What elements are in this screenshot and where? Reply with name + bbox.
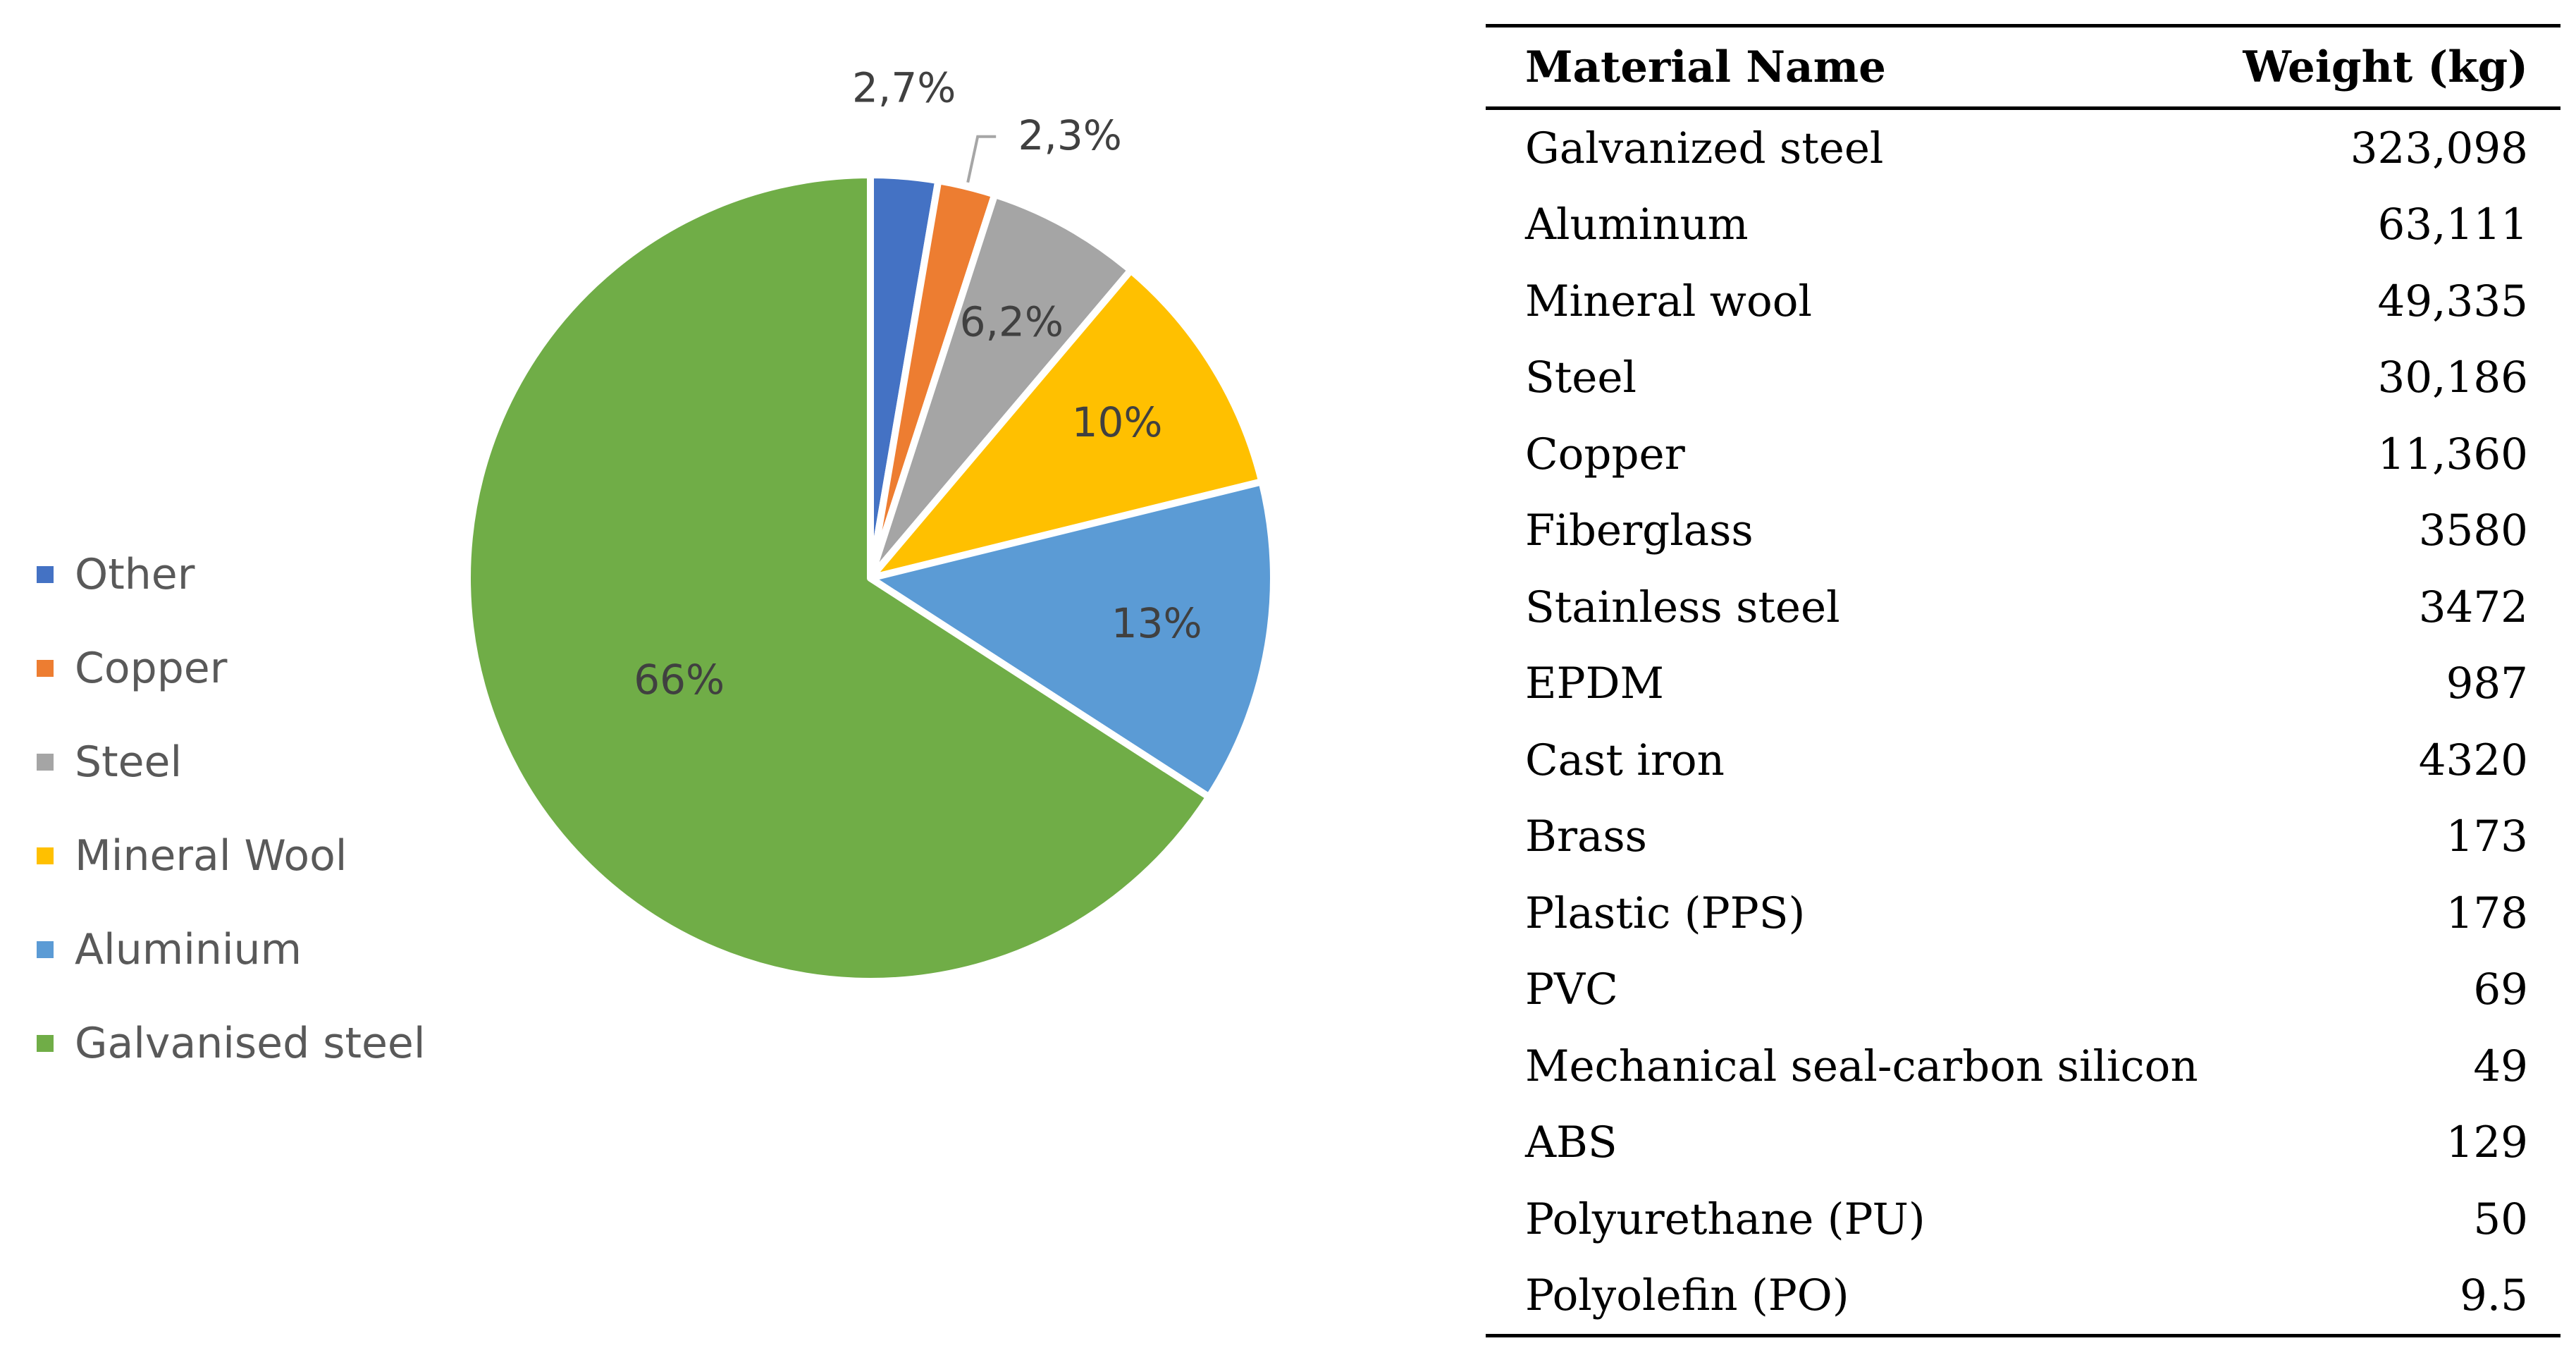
pie-slice-mineral-wool: [867, 266, 1266, 582]
table-row: Steel 30,186: [1486, 340, 2560, 417]
table-row: EPDM 987: [1486, 646, 2560, 723]
legend-swatch-steel: [37, 753, 54, 771]
legend-swatch-aluminium: [37, 940, 54, 958]
materials-table-container: Material Name Weight (kg) Galvanized ste…: [1486, 24, 2560, 1337]
data-label-copper: 2,3%: [1018, 111, 1122, 159]
pie-chart: 2,7% 2,3% 6,2% 10% 13% 66%: [464, 63, 1277, 985]
pie-slice-aluminium: [867, 478, 1277, 801]
material-name-cell: Brass: [1525, 811, 1647, 862]
material-weight-cell: 63,111: [2377, 200, 2528, 250]
legend-label-mineral-wool: Mineral Wool: [75, 831, 347, 881]
table-row: ABS 129: [1486, 1105, 2560, 1182]
data-label-mineral-wool: 10%: [1072, 398, 1163, 446]
legend-swatch-copper: [37, 659, 54, 677]
table-row: Mineral wool 49,335: [1486, 263, 2560, 340]
table-row: Mechanical seal-carbon silicon 49: [1486, 1028, 2560, 1105]
legend-item-other: Other: [37, 527, 426, 621]
header-weight: Weight (kg): [2229, 24, 2560, 110]
legend-item-steel: Steel: [37, 715, 426, 809]
material-weight-cell: 323,098: [2350, 123, 2528, 173]
legend-swatch-mineral-wool: [37, 847, 54, 864]
legend-swatch-galvanised-steel: [37, 1034, 54, 1052]
material-weight-cell: 4320: [2418, 735, 2528, 785]
material-weight-cell: 50: [2473, 1194, 2528, 1244]
material-weight-cell: 129: [2446, 1117, 2528, 1168]
material-name-cell: Aluminum: [1525, 200, 1749, 250]
table-row: Aluminum 63,111: [1486, 187, 2560, 264]
table-row: Plastic (PPS) 178: [1486, 875, 2560, 952]
material-name-cell: Steel: [1525, 353, 1637, 403]
table-row: Polyurethane (PU) 50: [1486, 1181, 2560, 1258]
legend-item-galvanised-steel: Galvanised steel: [37, 996, 426, 1090]
material-weight-cell: 30,186: [2377, 353, 2528, 403]
legend-label-aluminium: Aluminium: [75, 924, 302, 974]
material-name-cell: Polyolefin (PO): [1486, 1257, 2229, 1337]
chart-legend: Other Copper Steel Mineral Wool Aluminiu…: [37, 527, 426, 1090]
material-name-cell: Polyurethane (PU): [1525, 1194, 1925, 1244]
material-weight-cell: 49,335: [2377, 276, 2528, 326]
material-weight-cell: 49: [2473, 1041, 2528, 1091]
table-header-row: Material Name Weight (kg): [1486, 24, 2560, 110]
table-row: Galvanized steel 323,098: [1486, 109, 2560, 187]
data-label-galvanised-steel: 66%: [634, 656, 725, 704]
material-name-cell: PVC: [1525, 964, 1618, 1015]
leader-line-copper: [966, 135, 997, 183]
table-row: Fiberglass 3580: [1486, 493, 2560, 570]
material-name-cell: Fiberglass: [1525, 506, 1754, 556]
legend-item-mineral-wool: Mineral Wool: [37, 809, 426, 902]
material-weight-cell: 173: [2446, 811, 2528, 862]
table-row: Brass 173: [1486, 799, 2560, 876]
material-name-cell: Copper: [1525, 429, 1685, 479]
legend-label-copper: Copper: [75, 643, 228, 693]
data-label-aluminium: 13%: [1111, 599, 1202, 647]
header-material-name: Material Name: [1486, 24, 2229, 110]
material-weight-cell: 178: [2446, 888, 2528, 938]
material-name-cell: EPDM: [1525, 658, 1664, 709]
material-name-cell: Mechanical seal-carbon silicon: [1525, 1041, 2198, 1091]
material-weight-cell: 987: [2446, 658, 2528, 709]
material-weight-cell: 69: [2473, 964, 2528, 1015]
data-label-other: 2,7%: [852, 64, 956, 112]
legend-label-other: Other: [75, 549, 195, 599]
data-label-steel: 6,2%: [960, 298, 1064, 345]
material-name-cell: ABS: [1525, 1117, 1617, 1168]
table-row: Polyolefin (PO) 9.5: [1486, 1257, 2560, 1337]
material-name-cell: Galvanized steel: [1525, 123, 1884, 173]
material-weight-cell: 3472: [2418, 582, 2528, 632]
table-row: Copper 11,360: [1486, 416, 2560, 493]
material-weight-cell: 11,360: [2377, 429, 2528, 479]
pie-slice-steel: [867, 190, 1135, 582]
table-row: Cast iron 4320: [1486, 722, 2560, 799]
material-name-cell: Plastic (PPS): [1525, 888, 1806, 938]
pie-slice-galvanised-steel: [464, 171, 1213, 985]
material-name-cell: Mineral wool: [1525, 276, 1812, 326]
material-name-cell: Cast iron: [1525, 735, 1725, 785]
legend-item-copper: Copper: [37, 621, 426, 715]
legend-label-steel: Steel: [75, 737, 183, 787]
legend-swatch-other: [37, 565, 54, 583]
table-row: PVC 69: [1486, 952, 2560, 1029]
material-name-cell: Stainless steel: [1525, 582, 1840, 632]
material-weight-cell: 3580: [2418, 506, 2528, 556]
materials-table: Material Name Weight (kg) Galvanized ste…: [1486, 24, 2560, 1337]
legend-label-galvanised-steel: Galvanised steel: [75, 1018, 426, 1068]
material-weight-cell: 9.5: [2229, 1257, 2560, 1337]
table-row: Stainless steel 3472: [1486, 569, 2560, 646]
legend-item-aluminium: Aluminium: [37, 902, 426, 996]
